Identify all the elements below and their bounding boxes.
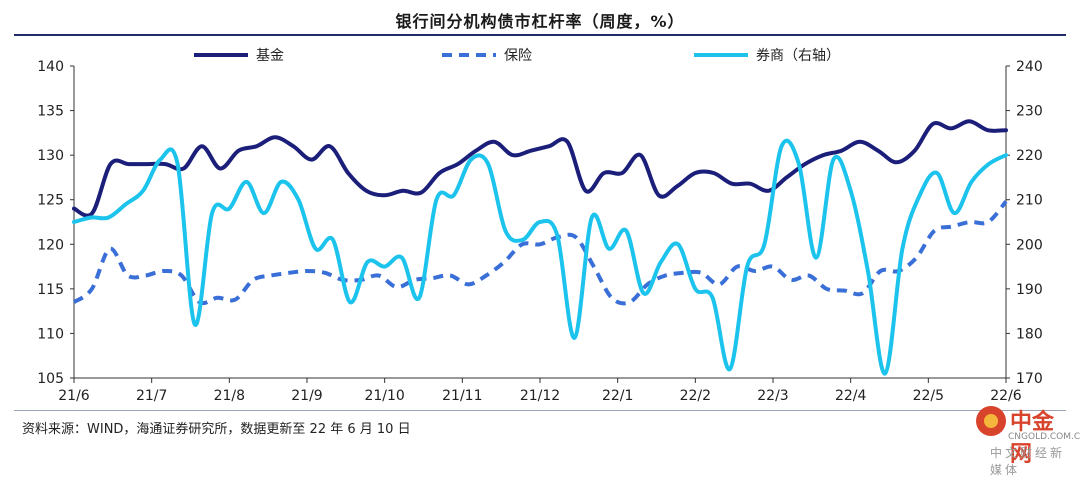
x-tick-label: 21/11: [442, 388, 482, 404]
watermark-name: 中金网: [1010, 410, 1055, 467]
x-tick-label: 21/7: [136, 388, 167, 404]
x-tick-label: 22/3: [757, 388, 788, 404]
source-divider: [14, 410, 1066, 411]
right-tick-label: 210: [1016, 193, 1043, 209]
left-tick-label: 120: [37, 237, 64, 253]
x-tick-label: 22/5: [913, 388, 944, 404]
series-line-1: [72, 119, 1008, 218]
watermark-slogan: 中文财经新媒体: [990, 446, 1066, 477]
series-line-3: [72, 138, 1008, 376]
legend-label-1: 基金: [256, 47, 284, 64]
x-tick-label: 22/4: [835, 388, 867, 404]
right-tick-label: 170: [1016, 371, 1043, 387]
left-tick-label: 140: [37, 59, 64, 75]
left-tick-label: 110: [37, 326, 64, 342]
title-divider: [14, 34, 1066, 36]
watermark: 中金网 CNGOLD.COM.CN 中文财经新媒体: [872, 400, 1080, 477]
right-tick-label: 190: [1016, 282, 1043, 298]
right-tick-label: 230: [1016, 104, 1043, 120]
x-tick-label: 21/10: [364, 388, 404, 404]
watermark-domain: CNGOLD.COM.CN: [1008, 432, 1080, 442]
legend-label-3: 券商（右轴）: [756, 48, 840, 64]
x-tick-label: 21/8: [214, 388, 245, 404]
source-note: 资料来源：WIND，海通证券研究所，数据更新至 22 年 6 月 10 日: [22, 422, 411, 437]
left-tick-label: 115: [37, 282, 64, 298]
legend-label-2: 保险: [504, 48, 532, 64]
left-tick-label: 130: [37, 148, 64, 164]
x-tick-label: 22/6: [990, 388, 1022, 404]
x-tick-label: 21/9: [291, 388, 322, 404]
right-tick-label: 200: [1016, 237, 1043, 253]
x-tick-label: 22/2: [680, 388, 711, 404]
x-tick-label: 21/6: [58, 388, 90, 404]
x-tick-label: 21/12: [520, 388, 560, 404]
chart: 105 110 115 120 125 130 135 140 170 180 190 200 210 2…: [37, 47, 1043, 404]
left-tick-label: 125: [37, 193, 64, 209]
right-tick-label: 240: [1016, 59, 1043, 75]
left-tick-label: 105: [37, 371, 64, 387]
right-tick-label: 220: [1016, 148, 1043, 164]
watermark-logo-icon: [976, 406, 1006, 436]
chart-title: 银行间分机构债市杠杆率（周度，%）: [395, 12, 685, 31]
x-tick-label: 22/1: [602, 388, 633, 404]
left-tick-label: 135: [37, 104, 64, 120]
right-tick-label: 180: [1016, 326, 1043, 342]
series-line-2: [72, 200, 1008, 306]
